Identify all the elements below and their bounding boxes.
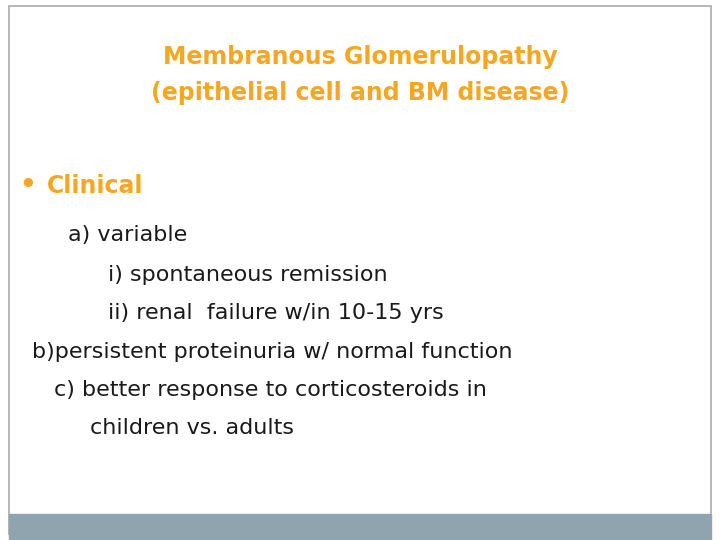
Text: (epithelial cell and BM disease): (epithelial cell and BM disease)	[150, 81, 570, 105]
Bar	[9, 514, 711, 540]
Text: ii) renal  failure w/in 10-15 yrs: ii) renal failure w/in 10-15 yrs	[108, 303, 444, 323]
Text: children vs. adults: children vs. adults	[90, 417, 294, 438]
Text: a) variable: a) variable	[68, 225, 188, 245]
Text: c) better response to corticosteroids in: c) better response to corticosteroids in	[54, 380, 487, 400]
Text: Clinical: Clinical	[47, 174, 143, 198]
Text: b)persistent proteinuria w/ normal function: b)persistent proteinuria w/ normal funct…	[32, 342, 513, 362]
Text: Membranous Glomerulopathy: Membranous Glomerulopathy	[163, 45, 557, 69]
Text: i) spontaneous remission: i) spontaneous remission	[108, 265, 387, 286]
Text: •: •	[19, 173, 36, 199]
